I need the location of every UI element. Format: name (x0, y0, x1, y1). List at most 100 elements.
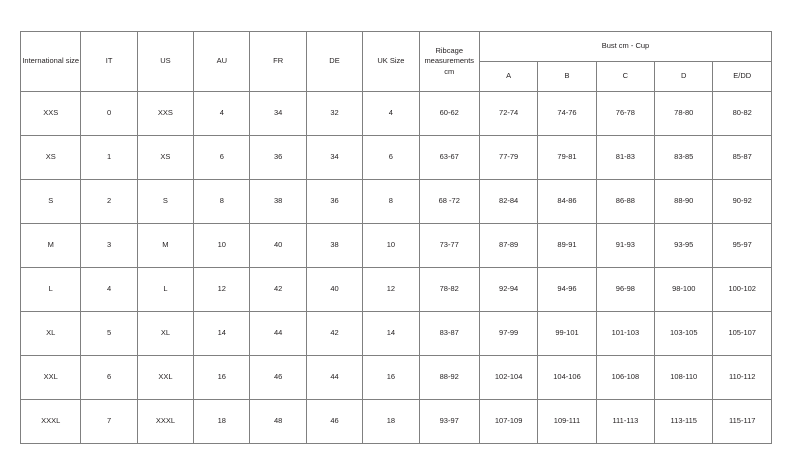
cell-fr: 46 (249, 355, 307, 400)
header-cup-a: A (478, 61, 539, 92)
cell-uk: 4 (362, 91, 420, 136)
cell-ribcage: 60-62 (418, 91, 480, 136)
cell-bust-e-dd: 85-87 (712, 135, 772, 180)
cell-us: S (136, 179, 195, 224)
cell-au: 14 (193, 311, 251, 356)
cell-it: 3 (80, 223, 138, 268)
cell-it: 0 (80, 91, 138, 136)
cell-bust-e-dd: 115-117 (712, 399, 772, 444)
cell-fr: 44 (249, 311, 307, 356)
cell-bust-c: 106-108 (595, 355, 656, 400)
cell-de: 38 (305, 223, 364, 268)
cell-fr: 40 (249, 223, 307, 268)
cell-it: 4 (80, 267, 138, 312)
cell-bust-b: 94-96 (537, 267, 597, 312)
cell-fr: 48 (249, 399, 307, 444)
header-cup-edd: E/DD (712, 61, 772, 92)
cell-ribcage: 73-77 (418, 223, 480, 268)
cell-ribcage: 68 -72 (418, 179, 480, 224)
cell-ribcage: 63-67 (418, 135, 480, 180)
cell-de: 46 (305, 399, 364, 444)
header-us: US (136, 31, 195, 92)
cell-international: XXL (19, 355, 82, 400)
cell-international: S (19, 179, 82, 224)
cell-uk: 8 (362, 179, 420, 224)
header-cup-d: D (654, 61, 714, 92)
table-row: XXXL 7 XXXL 18 48 46 18 93-97 107-109 109-111 111-… (19, 399, 772, 444)
cell-bust-a: 77-79 (478, 135, 539, 180)
header-row-cups: A B C D E/DD (21, 61, 772, 92)
cell-bust-a: 107-109 (478, 399, 539, 444)
header-it: IT (80, 31, 138, 92)
cell-us: M (136, 223, 195, 268)
cell-it: 5 (80, 311, 138, 356)
cell-au: 18 (193, 399, 251, 444)
cell-bust-a: 92-94 (478, 267, 539, 312)
cell-uk: 12 (362, 267, 420, 312)
table-row: XS 1 XS 6 36 34 6 63-67 77-79 79-81 81-83 83-85 85-8… (19, 135, 772, 180)
cell-au: 8 (193, 179, 251, 224)
header-cup-b: B (537, 61, 597, 92)
cell-bust-b: 84-86 (537, 179, 597, 224)
cell-de: 42 (305, 311, 364, 356)
cell-bust-d: 78-80 (654, 91, 714, 136)
cell-bust-a: 87-89 (478, 223, 539, 268)
cell-international: XS (19, 135, 82, 180)
cell-bust-b: 89-91 (537, 223, 597, 268)
cell-uk: 10 (362, 223, 420, 268)
cell-international: M (19, 223, 82, 268)
cell-de: 36 (305, 179, 364, 224)
cell-it: 2 (80, 179, 138, 224)
cell-bust-d: 113-115 (654, 399, 714, 444)
cell-au: 10 (193, 223, 251, 268)
cell-us: XXL (136, 355, 195, 400)
cell-au: 12 (193, 267, 251, 312)
cell-ribcage: 83-87 (418, 311, 480, 356)
cell-bust-e-dd: 105-107 (712, 311, 772, 356)
cell-bust-c: 101-103 (595, 311, 656, 356)
header-fr: FR (249, 31, 307, 92)
cell-us: L (136, 267, 195, 312)
cell-uk: 14 (362, 311, 420, 356)
cell-bust-c: 91-93 (595, 223, 656, 268)
cell-bust-d: 108-110 (654, 355, 714, 400)
table-row: M 3 M 10 40 38 10 73-77 87-89 89-91 91-93 93-95 95-9… (19, 223, 772, 268)
cell-international: XXXL (19, 399, 82, 444)
cell-fr: 42 (249, 267, 307, 312)
table-row: S 2 S 8 38 36 8 68 -72 82-84 84-86 86-88 88-90 90-92 (19, 179, 772, 224)
cell-bust-d: 98-100 (654, 267, 714, 312)
cell-de: 32 (305, 91, 364, 136)
cell-international: XXS (19, 91, 82, 136)
cell-fr: 34 (249, 91, 307, 136)
cell-bust-a: 102-104 (478, 355, 539, 400)
cell-ribcage: 78-82 (418, 267, 480, 312)
cell-fr: 38 (249, 179, 307, 224)
cell-bust-e-dd: 100-102 (712, 267, 772, 312)
cell-de: 34 (305, 135, 364, 180)
cell-de: 44 (305, 355, 364, 400)
table-row: XXS 0 XXS 4 34 32 4 60-62 72-74 74-76 76-78 78-80 80… (19, 91, 772, 136)
cell-bust-a: 97-99 (478, 311, 539, 356)
cell-bust-c: 96-98 (595, 267, 656, 312)
cell-bust-d: 103-105 (654, 311, 714, 356)
header-bust-cup-group: Bust cm - Cup (478, 31, 773, 62)
cell-bust-a: 82-84 (478, 179, 539, 224)
size-conversion-table: International size IT US AU FR DE UK Siz… (19, 31, 773, 444)
header-au: AU (193, 31, 251, 92)
cell-international: XL (19, 311, 82, 356)
table-row: XL 5 XL 14 44 42 14 83-87 97-99 99-101 101-103 103-… (19, 311, 772, 356)
header-cup-c: C (595, 61, 656, 92)
cell-uk: 16 (362, 355, 420, 400)
cell-bust-b: 109-111 (537, 399, 597, 444)
cell-uk: 6 (362, 135, 420, 180)
table-header: International size IT US AU FR DE UK Siz… (19, 31, 773, 92)
cell-us: XXS (136, 91, 195, 136)
cell-it: 7 (80, 399, 138, 444)
table-body: XXS 0 XXS 4 34 32 4 60-62 72-74 74-76 76-78 78-80 80… (19, 91, 772, 444)
cell-international: L (19, 267, 82, 312)
cell-bust-e-dd: 95-97 (712, 223, 772, 268)
cell-bust-c: 76-78 (595, 91, 656, 136)
cell-us: XL (136, 311, 195, 356)
cell-de: 40 (305, 267, 364, 312)
cell-ribcage: 93-97 (418, 399, 480, 444)
